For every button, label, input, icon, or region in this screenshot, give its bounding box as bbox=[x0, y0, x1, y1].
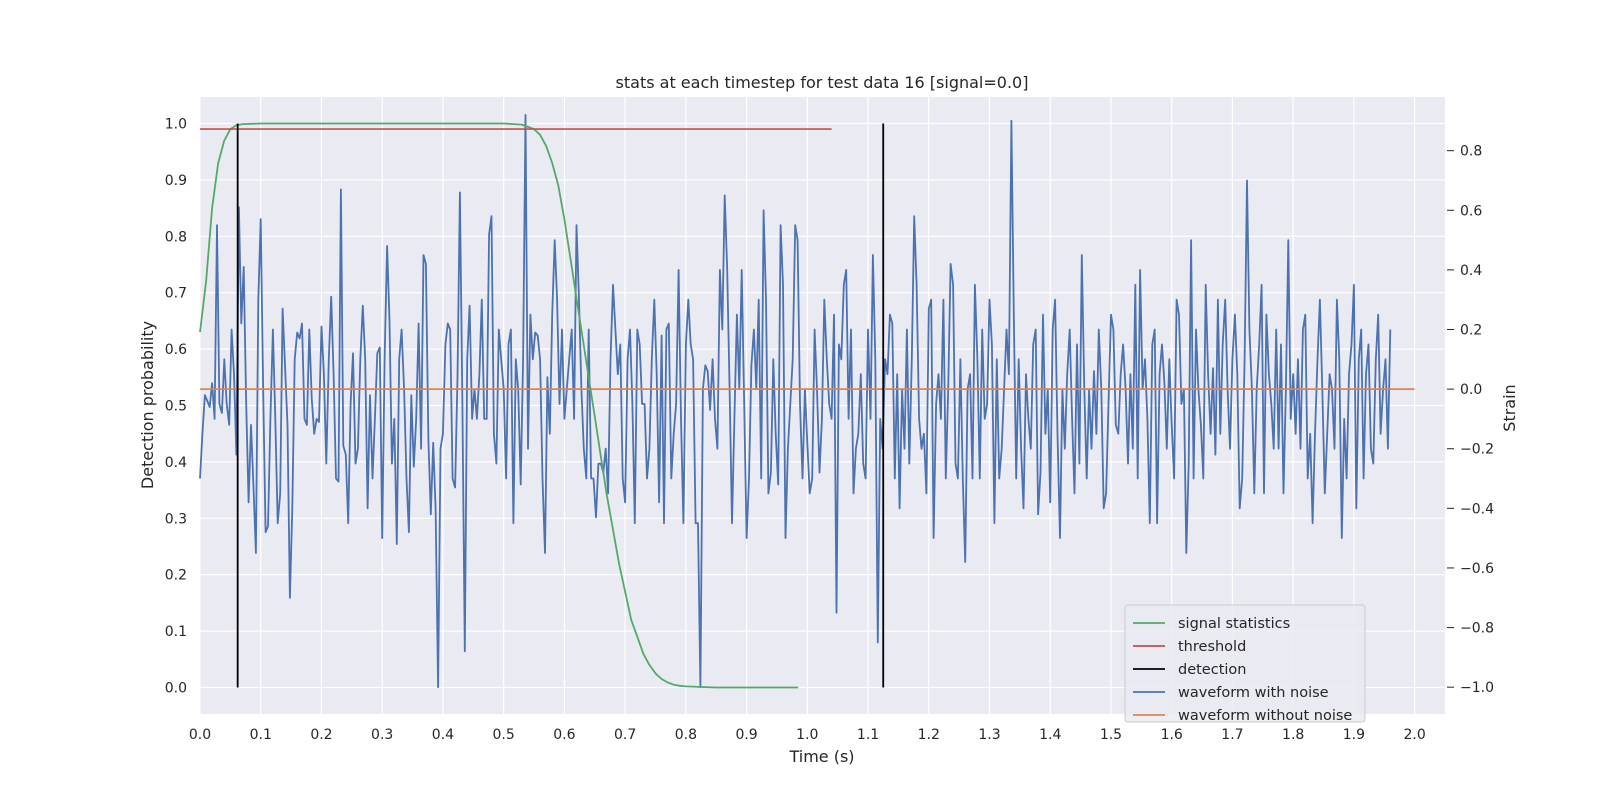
legend: signal statistics threshold detection wavef… bbox=[1124, 604, 1366, 724]
signal-statistics-line bbox=[199, 122, 799, 689]
y-tick-label: 0.2 bbox=[165, 568, 187, 584]
y2-tick-label: −0.4 bbox=[1460, 501, 1494, 517]
y-tick-label: 0.8 bbox=[165, 229, 187, 245]
legend-label: signal statistics bbox=[1178, 616, 1290, 632]
x-tick-label: 0.4 bbox=[432, 727, 454, 743]
x-tick-label: 0.0 bbox=[189, 727, 211, 743]
legend-label: waveform with noise bbox=[1178, 685, 1329, 701]
y2-tick-label: −1.0 bbox=[1460, 680, 1494, 696]
x-tick-label: 1.8 bbox=[1282, 727, 1304, 743]
x-tick-label: 1.3 bbox=[978, 727, 1000, 743]
y-axis-label: Detection probability bbox=[138, 321, 157, 489]
x-tick-label: 0.2 bbox=[310, 727, 332, 743]
x-tick-label: 1.2 bbox=[918, 727, 940, 743]
x-tick-label: 0.7 bbox=[614, 727, 636, 743]
chart-title: stats at each timestep for test data 16 … bbox=[616, 73, 1029, 92]
y-tick-label: 1.0 bbox=[165, 117, 187, 133]
y-tick-label: 0.4 bbox=[165, 455, 187, 471]
y-tick-label: 0.7 bbox=[165, 286, 187, 302]
x-tick-label: 1.9 bbox=[1343, 727, 1365, 743]
x-tick-label: 2.0 bbox=[1404, 727, 1426, 743]
series-lines bbox=[199, 114, 1415, 689]
y-tick-label: 0.6 bbox=[165, 342, 187, 358]
y-tick-label: 0.0 bbox=[165, 680, 187, 696]
y-axis-right: −1.0 −0.8 −0.6 −0.4 −0.2 0.0 0.2 0.4 0.6 0.8 bbox=[1447, 144, 1494, 696]
x-tick-label: 1.7 bbox=[1221, 727, 1243, 743]
x-tick-label: 1.4 bbox=[1039, 727, 1061, 743]
x-axis-label: Time (s) bbox=[788, 747, 854, 766]
waveform-with-noise-line bbox=[199, 114, 1392, 689]
x-tick-label: 0.3 bbox=[371, 727, 393, 743]
legend-label: threshold bbox=[1178, 639, 1246, 655]
x-tick-label: 0.1 bbox=[250, 727, 272, 743]
x-tick-label: 0.6 bbox=[553, 727, 575, 743]
y2-tick-label: −0.2 bbox=[1460, 442, 1494, 458]
y2-tick-label: −0.6 bbox=[1460, 561, 1494, 577]
y-tick-label: 0.9 bbox=[165, 173, 187, 189]
x-tick-label: 1.5 bbox=[1100, 727, 1122, 743]
legend-box bbox=[1124, 604, 1366, 723]
y2-tick-label: 0.4 bbox=[1460, 263, 1482, 279]
y-tick-label: 0.5 bbox=[165, 399, 187, 415]
y-tick-label: 0.3 bbox=[165, 511, 187, 527]
legend-label: detection bbox=[1178, 662, 1246, 678]
x-tick-label: 0.5 bbox=[493, 727, 515, 743]
y2-tick-label: 0.8 bbox=[1460, 144, 1482, 160]
x-tick-label: 1.1 bbox=[857, 727, 879, 743]
y2-tick-label: 0.2 bbox=[1460, 322, 1482, 338]
x-tick-label: 1.6 bbox=[1161, 727, 1183, 743]
legend-label: waveform without noise bbox=[1178, 708, 1352, 724]
x-tick-label: 0.9 bbox=[735, 727, 757, 743]
y-axis-left: 0.0 0.1 0.2 0.3 0.4 0.5 0.6 0.7 0.8 0.9 1.0 bbox=[165, 117, 187, 697]
y2-tick-label: −0.8 bbox=[1460, 621, 1494, 637]
y2-tick-label: 0.0 bbox=[1460, 382, 1482, 398]
x-tick-label: 0.8 bbox=[675, 727, 697, 743]
y2-axis-label: Strain bbox=[1500, 384, 1519, 431]
y2-tick-label: 0.6 bbox=[1460, 203, 1482, 219]
x-tick-label: 1.0 bbox=[796, 727, 818, 743]
x-axis: 0.0 0.1 0.2 0.3 0.4 0.5 0.6 0.7 0.8 0.9 1.0 1.1 1.2 1… bbox=[189, 727, 1426, 743]
y-tick-label: 0.1 bbox=[165, 624, 187, 640]
